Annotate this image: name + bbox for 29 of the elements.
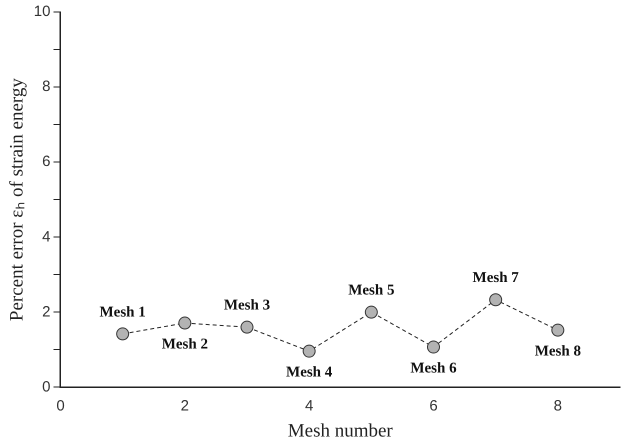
point	[551, 324, 564, 337]
annotation: Mesh 7	[472, 270, 520, 286]
y-tick-label: 6	[42, 153, 50, 170]
y-axis-title: Percent error εₕ of strain energy	[6, 78, 28, 322]
annotation: Mesh 6	[410, 360, 458, 376]
point	[240, 320, 254, 334]
x-tick-label: 6	[429, 397, 438, 414]
y-tick-label: 4	[42, 228, 50, 246]
point	[364, 306, 378, 319]
y-tick-label: 0	[42, 378, 50, 396]
x-tick-label: 8	[554, 397, 562, 414]
point	[302, 344, 316, 358]
x-tick-label: 2	[180, 397, 189, 414]
point	[489, 293, 502, 306]
y-tick-label: 10	[34, 3, 50, 20]
y-tick-label: 2	[42, 303, 50, 320]
annotation: Mesh 1	[100, 304, 146, 320]
annotation: Mesh 3	[224, 298, 270, 314]
annotation: Mesh 8	[534, 344, 581, 360]
point	[116, 327, 130, 340]
point	[178, 316, 192, 330]
point	[426, 340, 440, 354]
y-tick-label: 8	[42, 78, 50, 96]
x-tick-label: 0	[56, 397, 65, 414]
annotation: Mesh 2	[162, 336, 208, 352]
annotation: Mesh 5	[348, 282, 394, 299]
x-axis-title: Mesh number	[288, 420, 394, 442]
x-tick-label: 4	[304, 397, 314, 414]
annotation: Mesh 4	[286, 364, 333, 381]
